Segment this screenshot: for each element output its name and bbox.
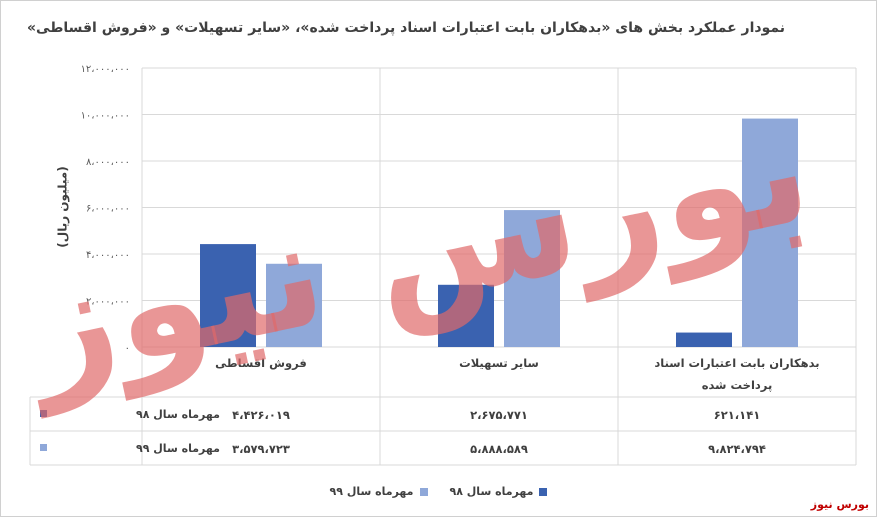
category-label: پرداخت شده	[702, 378, 773, 392]
y-tick-label: ۸،۰۰۰،۰۰۰	[86, 157, 130, 168]
bar-98-cat-0	[676, 332, 732, 347]
table-value: ۶۲۱،۱۴۱	[714, 408, 760, 422]
category-label: بدهکاران بابت اعتبارات اسناد	[654, 356, 819, 370]
legend-label-98: مهرماه سال ۹۸	[449, 485, 534, 498]
legend-swatch-99	[419, 487, 428, 496]
bar-98-cat-2	[200, 244, 256, 347]
table-value: ۴،۴۲۶،۰۱۹	[232, 408, 290, 422]
legend-item-98: مهرماه سال ۹۸	[450, 485, 548, 498]
table-value: ۵،۸۸۸،۵۸۹	[470, 442, 528, 456]
y-tick-label: ۰	[125, 343, 130, 354]
table-row-header: مهرماه سال ۹۹	[136, 442, 220, 455]
y-tick-label: ۶،۰۰۰،۰۰۰	[86, 204, 130, 215]
brand-logo-text: بورس نیوز	[810, 498, 869, 511]
table-value: ۹،۸۲۴،۷۹۴	[708, 442, 766, 456]
legend-swatch-98	[539, 487, 548, 496]
bar-99-cat-0	[742, 118, 798, 347]
table-value: ۳،۵۷۹،۷۲۳	[232, 442, 290, 456]
y-tick-label: ۱۲،۰۰۰،۰۰۰	[81, 64, 130, 75]
table-swatch	[40, 410, 47, 417]
chart-title: نمودار عملکرد بخش های «بدهکاران بابت اعت…	[26, 20, 785, 36]
y-tick-label: ۱۰،۰۰۰،۰۰۰	[81, 111, 130, 122]
category-label: فروش اقساطی	[215, 356, 307, 371]
bar-99-cat-2	[266, 263, 322, 347]
y-tick-label: ۴،۰۰۰،۰۰۰	[86, 250, 130, 261]
legend-item-99: مهرماه سال ۹۹	[330, 485, 428, 498]
table-value: ۲،۶۷۵،۷۷۱	[470, 408, 528, 422]
table-swatch	[40, 444, 47, 451]
y-tick-label: ۲،۰۰۰،۰۰۰	[86, 297, 130, 308]
category-label: سایر تسهیلات	[459, 356, 539, 370]
bar-99-cat-1	[504, 210, 560, 347]
legend-label-99: مهرماه سال ۹۹	[329, 485, 414, 498]
bar-98-cat-1	[438, 284, 494, 347]
table-row-header: مهرماه سال ۹۸	[136, 408, 220, 421]
legend: مهرماه سال ۹۸ مهرماه سال ۹۹	[0, 485, 877, 498]
